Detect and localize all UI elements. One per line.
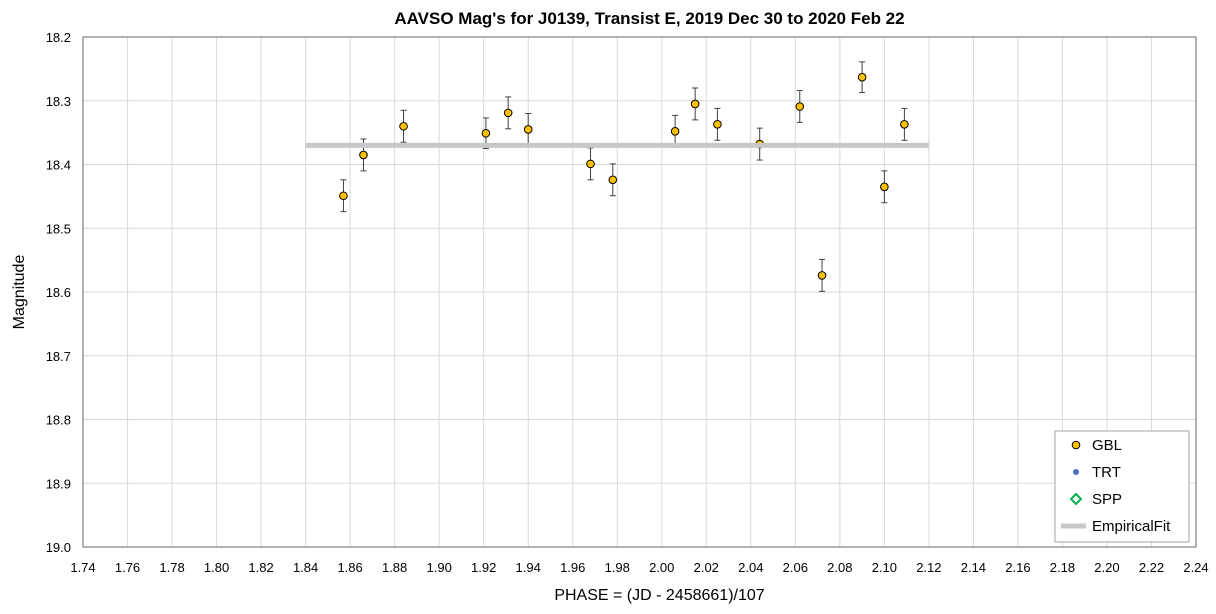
data-point bbox=[339, 191, 348, 201]
x-tick-label: 2.16 bbox=[1005, 560, 1030, 575]
x-tick-label: 1.80 bbox=[204, 560, 229, 575]
legend-marker-trt bbox=[1073, 469, 1079, 475]
x-tick-label: 1.90 bbox=[427, 560, 452, 575]
data-point bbox=[857, 72, 867, 82]
x-tick-label: 2.14 bbox=[961, 560, 986, 575]
y-tick-label: 18.2 bbox=[46, 30, 71, 45]
x-tick-label: 1.92 bbox=[471, 560, 496, 575]
x-tick-label: 1.86 bbox=[337, 560, 362, 575]
x-tick-label: 2.10 bbox=[872, 560, 897, 575]
legend: GBL TRT SPP EmpiricalFit bbox=[1054, 430, 1190, 543]
y-tick-label: 18.9 bbox=[46, 476, 71, 491]
x-tick-label: 1.84 bbox=[293, 560, 318, 575]
y-tick-labels: 18.2 18.3 18.4 18.5 18.6 18.7 18.8 18.9 19.0 bbox=[46, 30, 71, 555]
x-tick-label: 1.88 bbox=[382, 560, 407, 575]
legend-label-spp: SPP bbox=[1092, 491, 1122, 508]
data-point bbox=[608, 175, 618, 185]
data-point bbox=[880, 182, 889, 192]
data-point bbox=[481, 128, 491, 138]
x-tick-labels: 1.74 1.76 1.78 1.80 1.82 1.84 1.86 1.88 1.90 1.92… bbox=[70, 560, 1208, 575]
data-point bbox=[586, 159, 595, 169]
x-tick-label: 1.78 bbox=[159, 560, 184, 575]
x-axis-label: PHASE = (JD - 2458661)/107 bbox=[554, 587, 764, 604]
data-point bbox=[503, 108, 513, 118]
data-point bbox=[795, 102, 805, 111]
x-tick-label: 1.74 bbox=[70, 560, 95, 575]
legend-marker-gbl bbox=[1071, 440, 1081, 450]
y-axis-label: Magnitude bbox=[11, 255, 28, 330]
data-point bbox=[399, 121, 408, 131]
legend-label-gbl: GBL bbox=[1092, 437, 1122, 454]
x-tick-label: 2.20 bbox=[1094, 560, 1119, 575]
x-tick-label: 2.24 bbox=[1183, 560, 1208, 575]
x-tick-label: 2.02 bbox=[694, 560, 719, 575]
data-point bbox=[690, 99, 700, 109]
x-tick-label: 1.96 bbox=[560, 560, 585, 575]
x-tick-label: 1.76 bbox=[115, 560, 140, 575]
legend-label-trt: TRT bbox=[1092, 464, 1121, 481]
x-tick-label: 2.08 bbox=[827, 560, 852, 575]
y-tick-label: 18.3 bbox=[46, 94, 71, 109]
x-tick-label: 1.94 bbox=[516, 560, 541, 575]
x-tick-label: 2.00 bbox=[649, 560, 674, 575]
x-tick-label: 1.98 bbox=[605, 560, 630, 575]
data-point bbox=[817, 271, 827, 280]
x-tick-label: 2.04 bbox=[738, 560, 763, 575]
gridlines bbox=[82, 36, 1197, 548]
x-tick-label: 2.12 bbox=[916, 560, 941, 575]
chart-title: AAVSO Mag's for J0139, Transist E, 2019 … bbox=[394, 9, 904, 28]
legend-label-empiricalfit: EmpiricalFit bbox=[1092, 518, 1171, 535]
y-tick-label: 18.6 bbox=[46, 285, 71, 300]
x-tick-label: 1.82 bbox=[248, 560, 273, 575]
data-point bbox=[670, 127, 680, 136]
data-point bbox=[523, 125, 533, 134]
plot-area-border bbox=[82, 36, 1197, 548]
x-tick-label: 2.22 bbox=[1139, 560, 1164, 575]
y-tick-label: 18.5 bbox=[46, 221, 71, 236]
data-point bbox=[900, 120, 909, 129]
y-tick-label: 18.7 bbox=[46, 349, 71, 364]
x-tick-label: 2.06 bbox=[783, 560, 808, 575]
x-tick-label: 2.18 bbox=[1050, 560, 1075, 575]
data-point bbox=[713, 120, 722, 129]
y-tick-label: 18.4 bbox=[46, 158, 71, 173]
legend-marker-spp bbox=[1069, 492, 1083, 506]
data-point bbox=[359, 150, 368, 160]
y-tick-label: 19.0 bbox=[46, 540, 71, 555]
series-gbl bbox=[339, 61, 909, 292]
y-tick-label: 18.8 bbox=[46, 413, 71, 428]
